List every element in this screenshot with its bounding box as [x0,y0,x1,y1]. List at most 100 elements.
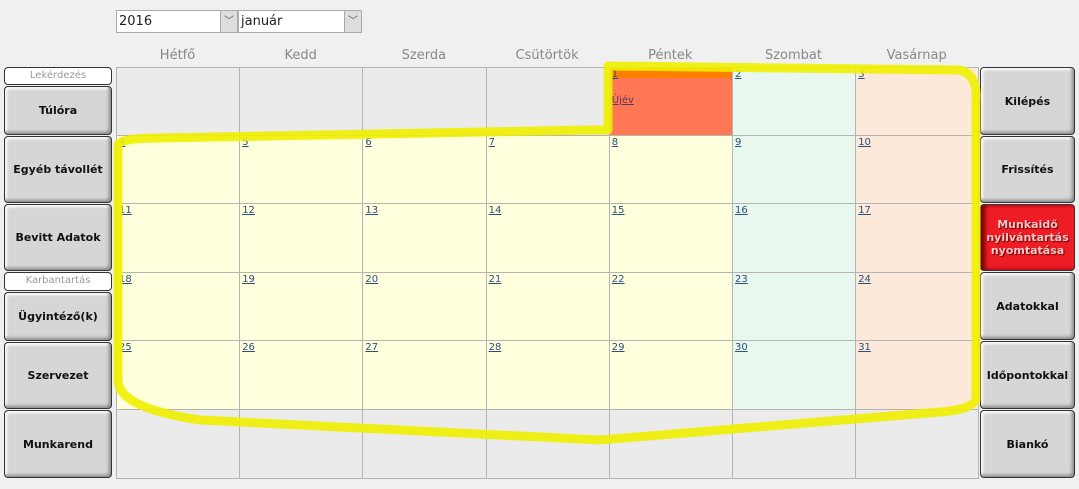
blank-button[interactable]: Biankó [980,410,1075,478]
exit-button[interactable]: Kilépés [980,67,1075,135]
day-number[interactable]: 28 [488,342,502,353]
day-number[interactable]: 17 [858,205,871,216]
calendar-day[interactable]: 14 [485,203,610,273]
work-schedule-button[interactable]: Munkarend [4,410,112,478]
calendar-day[interactable]: 28 [485,340,610,410]
day-number[interactable]: 25 [119,342,132,353]
calendar-day[interactable]: 15 [608,203,733,273]
day-number[interactable]: 19 [242,274,255,285]
empty-cell [732,409,857,479]
calendar-day[interactable]: 31 [855,340,980,410]
day-number[interactable]: 15 [611,205,625,216]
empty-cell [608,409,733,479]
chevron-down-icon[interactable]: ﹀ [220,11,237,32]
calendar-day[interactable]: 12 [239,203,364,273]
empty-cell [485,67,610,136]
day-number[interactable]: 24 [858,274,871,285]
chevron-down-icon[interactable]: ﹀ [344,11,361,32]
holiday-name[interactable]: Újév [611,95,634,106]
empty-cell [485,409,610,479]
empty-cell [855,409,980,479]
organization-button[interactable]: Szervezet [4,342,112,409]
day-number[interactable]: 29 [611,342,625,353]
day-number[interactable]: 2 [735,69,742,80]
entered-data-button[interactable]: Bevitt Adatok [4,204,112,271]
calendar-day[interactable]: 6 [362,135,487,204]
calendar-day[interactable]: 16 [732,203,857,273]
day-number[interactable]: 16 [735,205,748,216]
month-value: január [241,14,283,29]
weekday-header: Szombat [764,48,822,63]
calendar-day[interactable]: 13 [362,203,487,273]
day-number[interactable]: 13 [365,205,379,216]
day-number[interactable]: 30 [735,342,748,353]
calendar-day[interactable]: 20 [362,272,487,341]
day-number[interactable]: 27 [365,342,379,353]
day-number[interactable]: 4 [119,137,126,148]
day-number[interactable]: 21 [488,274,502,285]
calendar-day[interactable]: 30 [732,340,857,410]
calendar-day[interactable]: 27 [362,340,487,410]
print-timesheet-button[interactable]: Munkaidő nyilvántartás nyomtatása [980,204,1075,271]
weekday-header: Kedd [284,48,317,63]
day-number[interactable]: 9 [735,137,742,148]
weekday-header: Csütörtök [515,48,579,63]
calendar-day[interactable]: 17 [855,203,980,273]
refresh-button[interactable]: Frissítés [980,136,1075,203]
day-number[interactable]: 31 [858,342,871,353]
calendar-day[interactable]: 10 [855,135,980,204]
day-number[interactable]: 23 [735,274,748,285]
day-number[interactable]: 12 [242,205,255,216]
year-select[interactable]: 2016 ﹀ [116,10,238,33]
with-data-button[interactable]: Adatokkal [980,272,1075,340]
day-number[interactable]: 22 [611,274,625,285]
calendar-day[interactable]: 1 Újév [608,67,733,136]
weekday-header: Szerda [401,48,447,63]
calendar-day[interactable]: 19 [239,272,364,341]
day-number[interactable]: 11 [119,205,132,216]
empty-cell [362,67,487,136]
calendar-day[interactable]: 8 [608,135,733,204]
day-number[interactable]: 1 [611,69,619,80]
empty-cell [362,409,487,479]
empty-cell [239,409,364,479]
clerks-button[interactable]: Ügyintéző(k) [4,292,112,341]
calendar-day[interactable]: 25 [116,340,241,410]
maintenance-section-label: Karbantartás [4,272,112,291]
day-number[interactable]: 26 [242,342,255,353]
day-number[interactable]: 5 [242,137,249,148]
calendar-day[interactable]: 24 [855,272,980,341]
holiday-bar [609,68,732,78]
calendar-day[interactable]: 5 [239,135,364,204]
year-value: 2016 [119,14,153,29]
day-number[interactable]: 14 [488,205,502,216]
day-number[interactable]: 20 [365,274,379,285]
calendar-day[interactable]: 23 [732,272,857,341]
weekday-header: Péntek [648,48,693,63]
with-times-button[interactable]: Időpontokkal [980,341,1075,409]
calendar-day[interactable]: 26 [239,340,364,410]
calendar-day[interactable]: 29 [608,340,733,410]
calendar-day[interactable]: 11 [116,203,241,273]
month-select[interactable]: január ﹀ [238,10,362,33]
day-number[interactable]: 7 [488,137,495,148]
calendar-day[interactable]: 9 [732,135,857,204]
empty-cell [116,409,241,479]
calendar-day[interactable]: 3 [855,67,980,136]
day-number[interactable]: 3 [858,69,865,80]
empty-cell [239,67,364,136]
weekday-header: Hétfő [159,48,196,63]
calendar-day[interactable]: 4 [116,135,241,204]
calendar-day[interactable]: 21 [485,272,610,341]
calendar-day[interactable]: 22 [608,272,733,341]
day-number[interactable]: 18 [119,274,132,285]
day-number[interactable]: 8 [611,137,619,148]
calendar-day[interactable]: 7 [485,135,610,204]
day-number[interactable]: 6 [365,137,372,148]
other-absence-button[interactable]: Egyéb távollét [4,136,112,203]
weekday-header: Vasárnap [886,48,947,63]
day-number[interactable]: 10 [858,137,871,148]
overtime-button[interactable]: Túlóra [4,86,112,135]
calendar-day[interactable]: 2 [732,67,857,136]
calendar-day[interactable]: 18 [116,272,241,341]
